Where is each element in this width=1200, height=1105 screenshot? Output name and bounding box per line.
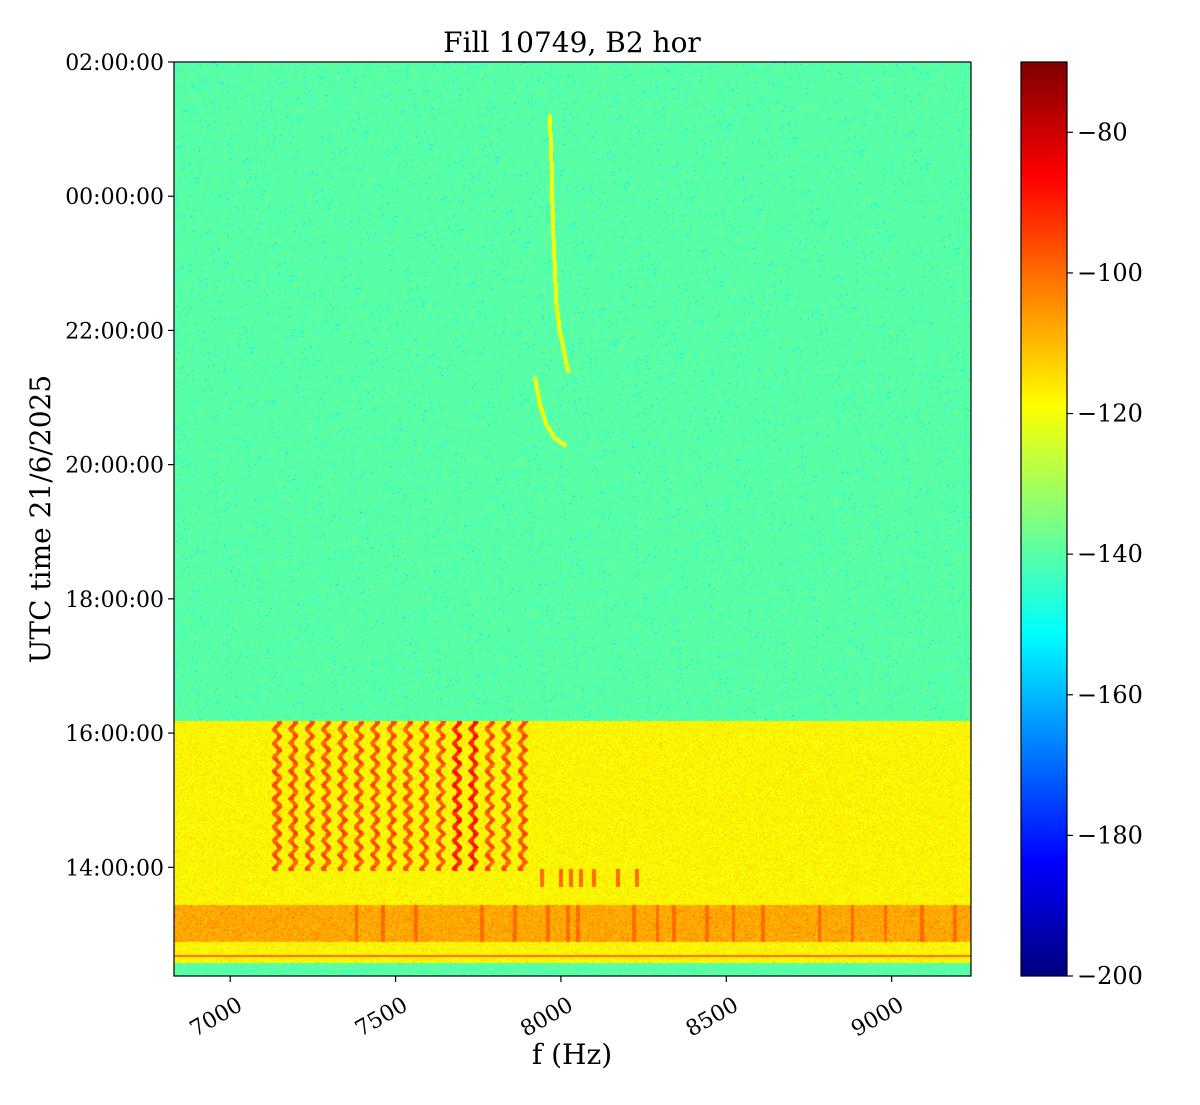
colorbar-ticks: −80 −100 −120 −140 −160 −180 −200 [1067,118,1143,990]
colorbar-tick-label: −200 [1077,962,1143,990]
plot-frame [173,61,972,977]
y-tick-label: 14:00:00 [65,856,164,881]
y-tick-label: 02:00:00 [65,51,164,76]
colorbar-tick-label: −100 [1077,259,1143,287]
chart-title: Fill 10749, B2 hor [443,26,701,59]
colorbar-container [1021,62,1067,976]
colorbar-tick-label: −160 [1077,681,1143,709]
heatmap-container [174,62,971,976]
spectrogram-heatmap [174,62,971,976]
y-axis-ticks: 14:00:00 16:00:00 18:00:00 20:00:00 22:00:00… [65,51,174,881]
y-tick-label: 00:00:00 [65,185,164,210]
y-axis-label: UTC time 21/6/2025 [24,375,57,663]
y-tick-label: 22:00:00 [65,319,164,344]
x-axis-label: f (Hz) [532,1038,612,1071]
colorbar-tick-label: −120 [1077,400,1143,428]
x-tick-label: 9000 [847,993,908,1043]
x-tick-label: 8500 [682,993,743,1043]
y-tick-label: 20:00:00 [65,454,164,479]
x-tick-label: 7000 [186,993,247,1043]
colorbar-tick-label: −80 [1077,118,1128,146]
x-tick-label: 8000 [517,993,578,1043]
colorbar [1021,62,1067,976]
colorbar-tick-label: −140 [1077,540,1143,568]
y-tick-label: 16:00:00 [65,722,164,747]
x-tick-label: 7500 [351,993,412,1043]
y-tick-label: 18:00:00 [65,588,164,613]
colorbar-tick-label: −180 [1077,821,1143,849]
colorbar-frame [1020,61,1068,977]
x-axis-ticks: 7000 7500 8000 8500 9000 [186,976,908,1042]
